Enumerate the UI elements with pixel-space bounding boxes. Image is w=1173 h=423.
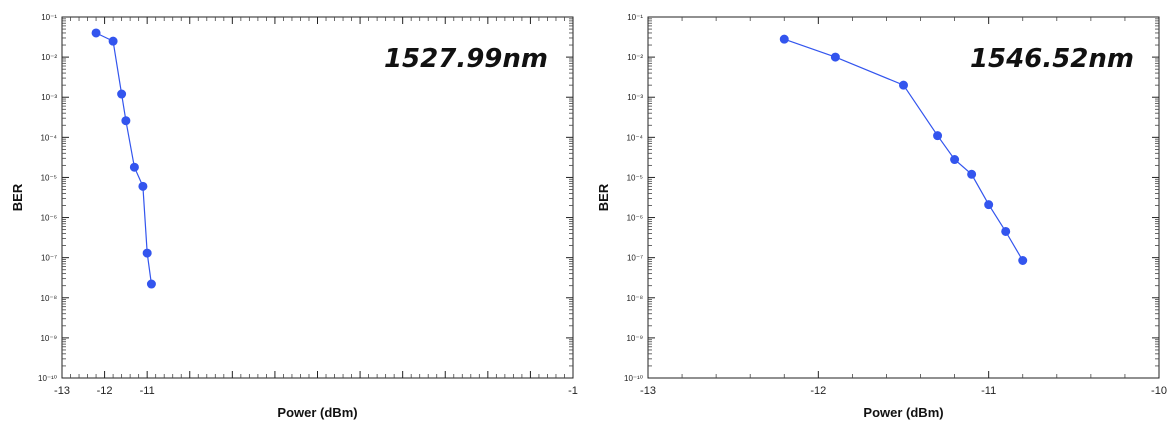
x-tick-label: -12 [97, 385, 113, 397]
chart-panel-1527nm: 10⁻¹⁰ 10⁻⁹ 10⁻⁸ 10⁻⁷ 10⁻⁶ 10⁻⁵ 10⁻⁴ 10⁻³ 10⁻² 10⁻… [0, 0, 586, 423]
y-tick-label: 10⁻³ [41, 93, 57, 102]
x-tick-label: -1 [568, 385, 578, 397]
data-point [899, 80, 908, 90]
data-point [984, 200, 994, 210]
wavelength-annotation: 1546.52nm [970, 44, 1134, 74]
data-point [830, 52, 840, 62]
ber-chart-1546nm: 10⁻¹⁰ 10⁻⁹ 10⁻⁸ 10⁻⁷ 10⁻⁶ 10⁻⁵ 10⁻⁴ 10⁻³ 10⁻² 10⁻… [596, 13, 1167, 420]
y-tick-label: 10⁻³ [627, 93, 643, 102]
data-point [138, 181, 148, 191]
y-tick-label: 10⁻⁵ [41, 173, 57, 182]
chart-panel-1546nm: 10⁻¹⁰ 10⁻⁹ 10⁻⁸ 10⁻⁷ 10⁻⁶ 10⁻⁵ 10⁻⁴ 10⁻³ 10⁻² 10⁻… [586, 0, 1172, 423]
x-tick-label: -10 [1151, 385, 1167, 397]
y-tick-label: 10⁻⁸ [41, 294, 58, 303]
series-line [95, 32, 152, 285]
data-point [129, 162, 139, 172]
x-tick-label: -11 [140, 385, 155, 397]
y-tick-label: 10⁻⁹ [626, 334, 643, 343]
y-tick-label: 10⁻¹⁰ [624, 374, 643, 383]
data-point [117, 89, 127, 99]
y-tick-label: 10⁻¹ [41, 13, 57, 22]
x-tick-label: -12 [810, 385, 826, 397]
data-point [1001, 226, 1011, 236]
data-point [1018, 255, 1028, 265]
y-tick-label: 10⁻⁵ [627, 173, 643, 182]
data-point [933, 131, 943, 141]
y-tick-label: 10⁻¹⁰ [38, 374, 57, 383]
y-tick-label: 10⁻² [627, 53, 643, 62]
data-point [121, 116, 131, 126]
x-tick-label: -13 [54, 385, 70, 397]
data-point [950, 155, 960, 165]
y-tick-label: 10⁻⁹ [40, 334, 57, 343]
x-tick-label: -13 [640, 385, 656, 397]
x-axis-label: Power (dBm) [863, 405, 943, 420]
data-point [91, 28, 101, 38]
y-tick-label: 10⁻⁷ [41, 254, 57, 263]
data-point [967, 169, 977, 179]
y-axis-label: BER [596, 183, 611, 211]
ber-chart-1527nm: 10⁻¹⁰ 10⁻⁹ 10⁻⁸ 10⁻⁷ 10⁻⁶ 10⁻⁵ 10⁻⁴ 10⁻³ 10⁻² 10⁻… [10, 13, 578, 420]
y-tick-label: 10⁻⁷ [627, 254, 643, 263]
x-tick-label: -11 [981, 385, 996, 397]
y-tick-label: 10⁻⁴ [626, 133, 643, 142]
plot-area [61, 16, 574, 379]
plot-area [647, 16, 1160, 379]
data-point [146, 279, 156, 289]
y-tick-label: 10⁻² [41, 53, 57, 62]
y-tick-label: 10⁻⁴ [40, 133, 57, 142]
y-tick-label: 10⁻⁸ [627, 294, 644, 303]
data-point [142, 248, 152, 258]
y-tick-label: 10⁻⁶ [627, 214, 643, 223]
data-point [779, 34, 789, 44]
x-axis-label: Power (dBm) [277, 405, 357, 420]
wavelength-annotation: 1527.99nm [384, 44, 548, 74]
y-tick-label: 10⁻¹ [627, 13, 643, 22]
data-point [108, 36, 118, 46]
y-axis-label: BER [10, 183, 25, 211]
y-tick-label: 10⁻⁶ [41, 214, 57, 223]
